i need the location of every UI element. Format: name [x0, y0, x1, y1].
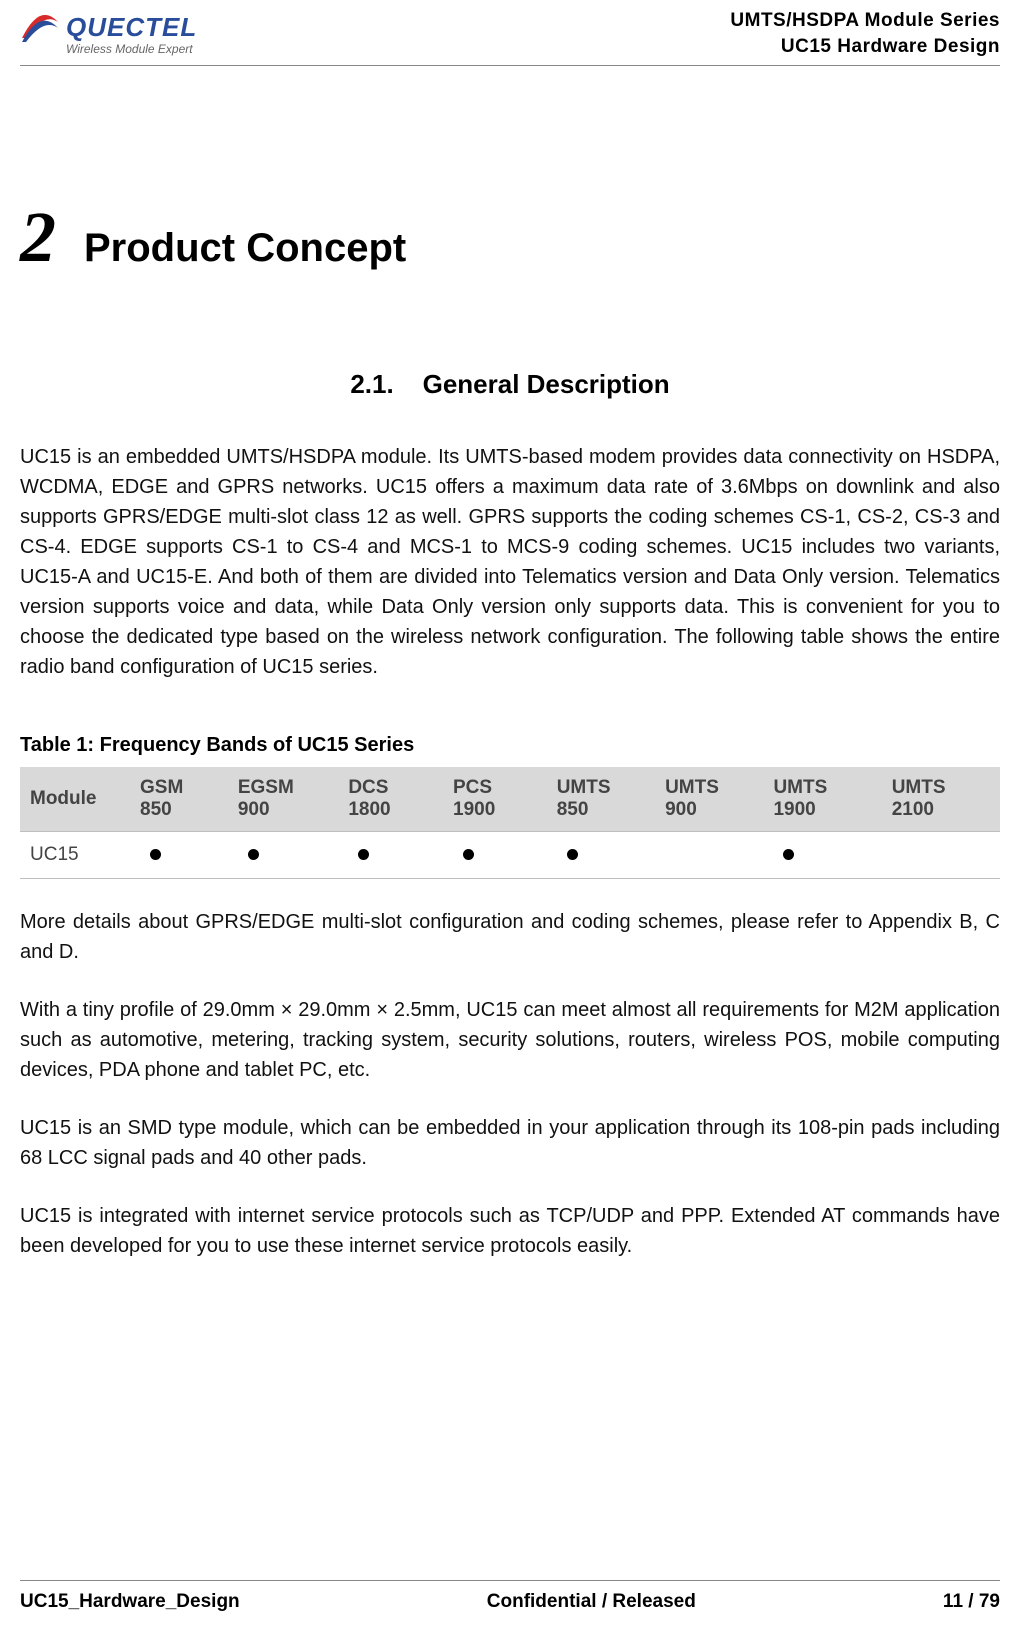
chapter-number: 2 — [20, 196, 56, 279]
table-row: UC15 — [20, 832, 1000, 879]
col-pcs1900: PCS 1900 — [443, 767, 547, 832]
band-dot-icon — [248, 849, 259, 860]
col-egsm900: EGSM 900 — [228, 767, 339, 832]
col-module: Module — [20, 767, 130, 832]
section-number: 2.1. — [350, 369, 393, 399]
cell-dcs1800 — [338, 832, 443, 879]
row-module-label: UC15 — [20, 832, 130, 879]
header-doc-title: UC15 Hardware Design — [730, 34, 1000, 60]
footer-left: UC15_Hardware_Design — [20, 1591, 240, 1613]
cell-umts2100 — [882, 832, 1000, 879]
chapter-heading: 2 Product Concept — [20, 196, 1000, 279]
page-header: QUECTEL Wireless Module Expert UMTS/HSDP… — [20, 0, 1000, 66]
col-gsm850: GSM 850 — [130, 767, 228, 832]
page-footer: UC15_Hardware_Design Confidential / Rele… — [20, 1580, 1000, 1613]
logo-block: QUECTEL Wireless Module Expert — [20, 8, 197, 56]
footer-center: Confidential / Released — [487, 1591, 696, 1613]
band-dot-icon — [150, 849, 161, 860]
col-umts1900: UMTS 1900 — [763, 767, 881, 832]
chapter-title: Product Concept — [84, 226, 406, 271]
band-dot-icon — [358, 849, 369, 860]
band-dot-icon — [567, 849, 578, 860]
header-right: UMTS/HSDPA Module Series UC15 Hardware D… — [730, 8, 1000, 59]
paragraph-1: UC15 is an embedded UMTS/HSDPA module. I… — [20, 442, 1000, 682]
logo-text: QUECTEL — [66, 12, 197, 43]
logo-tagline: Wireless Module Expert — [66, 42, 197, 56]
quectel-swoosh-icon — [20, 8, 60, 46]
table-caption: Table 1: Frequency Bands of UC15 Series — [20, 734, 1000, 757]
cell-egsm900 — [228, 832, 339, 879]
paragraph-5: UC15 is integrated with internet service… — [20, 1201, 1000, 1261]
frequency-bands-table: Module GSM 850 EGSM 900 DCS 1800 PCS 190… — [20, 767, 1000, 879]
col-umts2100: UMTS 2100 — [882, 767, 1000, 832]
section-heading: 2.1. General Description — [20, 369, 1000, 400]
paragraph-3: With a tiny profile of 29.0mm × 29.0mm ×… — [20, 995, 1000, 1085]
paragraph-4: UC15 is an SMD type module, which can be… — [20, 1113, 1000, 1173]
cell-umts900 — [655, 832, 763, 879]
cell-gsm850 — [130, 832, 228, 879]
cell-umts850 — [547, 832, 655, 879]
col-umts850: UMTS 850 — [547, 767, 655, 832]
footer-right: 11 / 79 — [943, 1591, 1000, 1613]
paragraph-2: More details about GPRS/EDGE multi-slot … — [20, 907, 1000, 967]
section-title: General Description — [423, 369, 670, 399]
table-header-row: Module GSM 850 EGSM 900 DCS 1800 PCS 190… — [20, 767, 1000, 832]
band-dot-icon — [783, 849, 794, 860]
header-series: UMTS/HSDPA Module Series — [730, 8, 1000, 34]
col-dcs1800: DCS 1800 — [338, 767, 443, 832]
cell-pcs1900 — [443, 832, 547, 879]
col-umts900: UMTS 900 — [655, 767, 763, 832]
cell-umts1900 — [763, 832, 881, 879]
band-dot-icon — [463, 849, 474, 860]
